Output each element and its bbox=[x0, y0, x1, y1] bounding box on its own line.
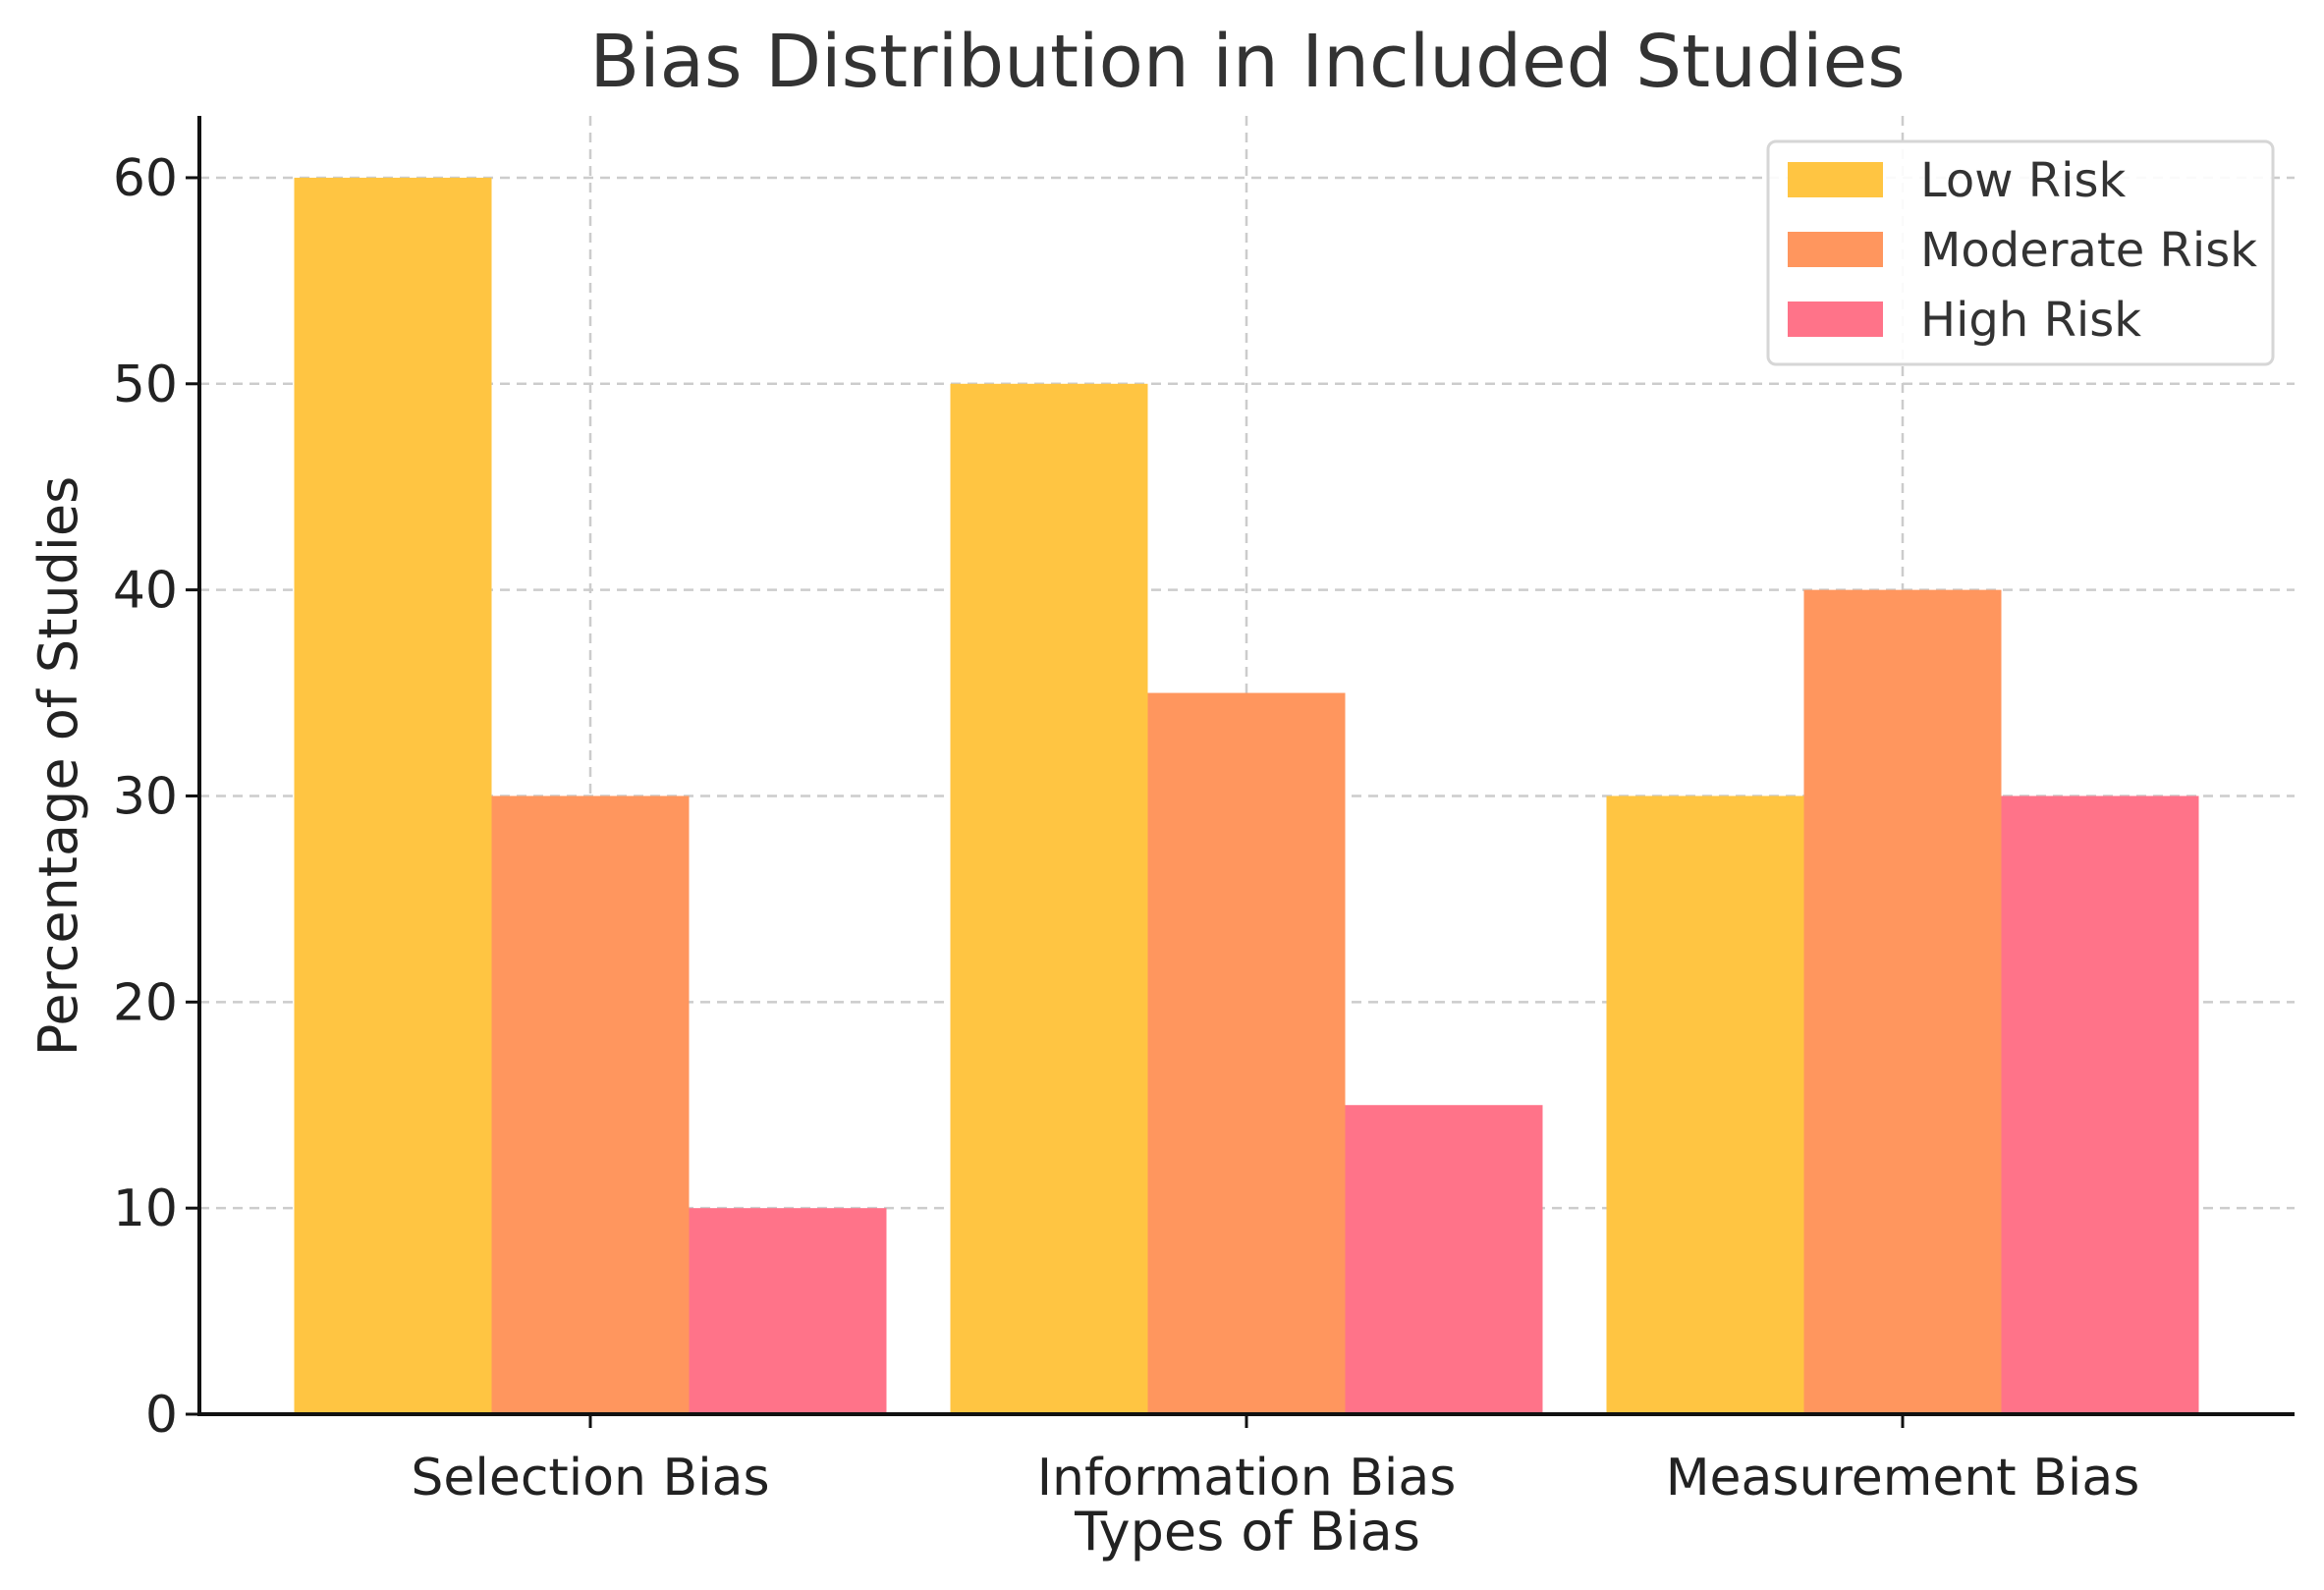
bar-low-risk-2 bbox=[1606, 795, 1804, 1414]
y-tick-label: 0 bbox=[145, 1386, 178, 1445]
legend-swatch bbox=[1788, 162, 1883, 197]
ticks-layer: 0 10 20 30 40 50 60 Selection Bias Information B… bbox=[113, 149, 2139, 1508]
bar-low-risk-1 bbox=[950, 383, 1148, 1414]
x-tick-label: Measurement Bias bbox=[1666, 1449, 2140, 1508]
bar-high-risk-0 bbox=[689, 1208, 887, 1414]
legend-label: Moderate Risk bbox=[1920, 223, 2257, 278]
bars-layer bbox=[294, 177, 2199, 1414]
chart-title: Bias Distribution in Included Studies bbox=[589, 20, 1905, 104]
bar-moderate-risk-0 bbox=[491, 795, 690, 1414]
x-axis-label: Types of Bias bbox=[1074, 1501, 1420, 1563]
y-tick-label: 30 bbox=[113, 767, 178, 826]
legend-swatch bbox=[1788, 232, 1883, 267]
y-tick-label: 40 bbox=[113, 562, 178, 621]
bar-moderate-risk-2 bbox=[1803, 589, 2002, 1414]
y-axis-label: Percentage of Studies bbox=[28, 476, 89, 1056]
bar-high-risk-2 bbox=[2001, 795, 2199, 1414]
legend-swatch bbox=[1788, 302, 1883, 337]
bar-moderate-risk-1 bbox=[1147, 692, 1346, 1414]
x-tick-label: Selection Bias bbox=[411, 1449, 769, 1508]
legend-frame bbox=[1766, 139, 2275, 366]
bar-high-risk-1 bbox=[1345, 1105, 1543, 1414]
y-tick-label: 10 bbox=[113, 1179, 178, 1238]
legend-label: Low Risk bbox=[1920, 153, 2126, 208]
bar-low-risk-0 bbox=[294, 177, 492, 1414]
legend-items: Low Risk Moderate Risk High Risk bbox=[1788, 153, 2257, 348]
x-tick-label: Information Bias bbox=[1037, 1449, 1457, 1508]
y-tick-label: 50 bbox=[113, 356, 178, 414]
y-tick-label: 20 bbox=[113, 973, 178, 1032]
legend-label: High Risk bbox=[1920, 293, 2141, 348]
legend: Low Risk Moderate Risk High Risk bbox=[1766, 139, 2275, 366]
y-tick-label: 60 bbox=[113, 149, 178, 208]
